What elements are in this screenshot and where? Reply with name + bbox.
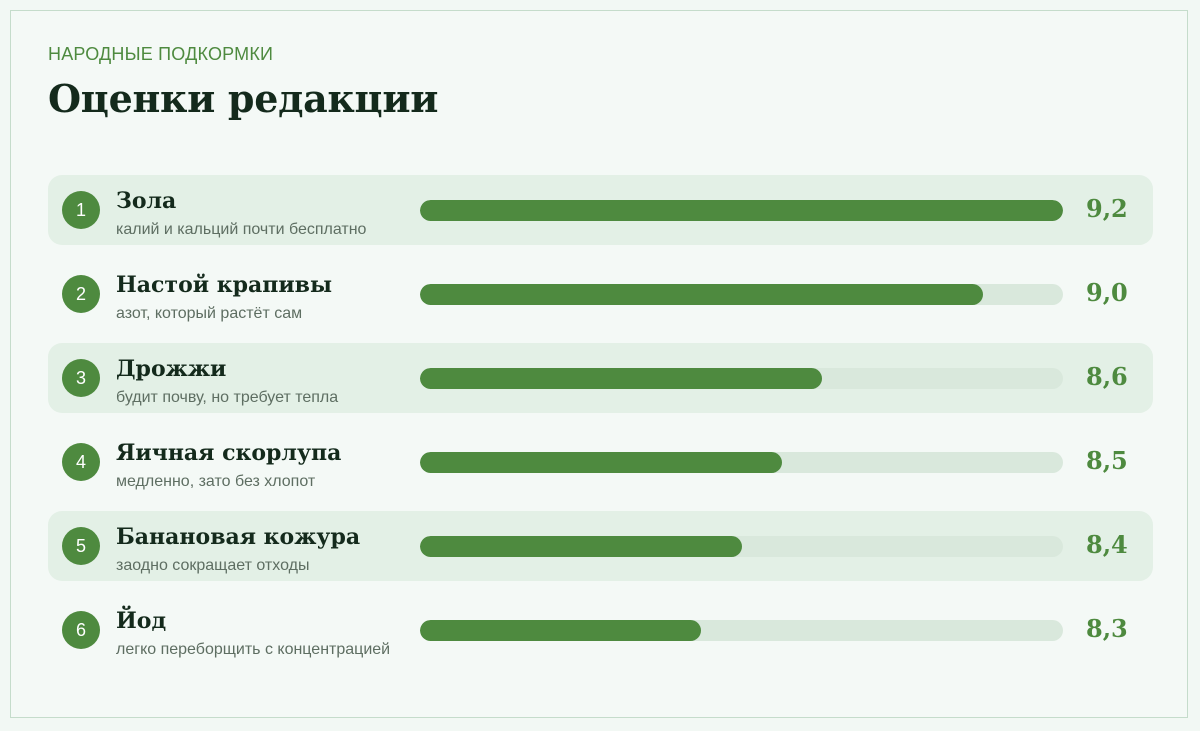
bar-track [420,200,1063,221]
rating-row: 3 Дрожжи будит почву, но требует тепла 8,6 [48,343,1153,413]
rank-badge: 6 [62,611,100,649]
item-note: калий и кальций почти бесплатно [116,221,367,238]
item-name: Настой крапивы [116,272,333,298]
score-value: 8,3 [1086,614,1128,643]
bar-track [420,368,1063,389]
item-note: азот, который растёт сам [116,305,303,322]
rating-list: 1 Зола калий и кальций почти бесплатно 9,2 2… [48,175,1153,679]
score-value: 8,4 [1086,530,1128,559]
rank-badge: 5 [62,527,100,565]
score-value: 9,0 [1086,278,1128,307]
rating-row: 5 Банановая кожура заодно сокращает отходы… [48,511,1153,581]
section-kicker: НАРОДНЫЕ ПОДКОРМКИ [48,44,274,64]
rating-row: 2 Настой крапивы азот, который растёт сам 9… [48,259,1153,329]
bar-track [420,452,1063,473]
rank-badge: 2 [62,275,100,313]
page-title: Оценки редакции [48,76,439,121]
bar-track [420,284,1063,305]
bar-fill [420,452,782,473]
bar-track [420,536,1063,557]
item-note: будит почву, но требует тепла [116,389,339,406]
item-name: Зола [116,188,177,214]
bar-fill [420,200,1063,221]
bar-fill [420,368,822,389]
rating-row: 6 Йод легко переборщить с концентрацией 8,3 [48,595,1153,665]
item-note: медленно, зато без хлопот [116,473,316,490]
item-name: Йод [116,608,167,634]
bar-fill [420,284,983,305]
rank-badge: 1 [62,191,100,229]
item-name: Дрожжи [116,356,227,382]
score-value: 8,5 [1086,446,1128,475]
rating-row: 1 Зола калий и кальций почти бесплатно 9,2 [48,175,1153,245]
item-note: легко переборщить с концентрацией [116,641,391,658]
rank-badge: 3 [62,359,100,397]
bar-track [420,620,1063,641]
rating-row: 4 Яичная скорлупа медленно, зато без хлопо… [48,427,1153,497]
bar-fill [420,536,742,557]
score-value: 9,2 [1086,194,1128,223]
rank-badge: 4 [62,443,100,481]
bar-fill [420,620,702,641]
item-name: Банановая кожура [116,524,361,550]
score-value: 8,6 [1086,362,1128,391]
item-note: заодно сокращает отходы [116,557,310,574]
item-name: Яичная скорлупа [116,440,342,466]
